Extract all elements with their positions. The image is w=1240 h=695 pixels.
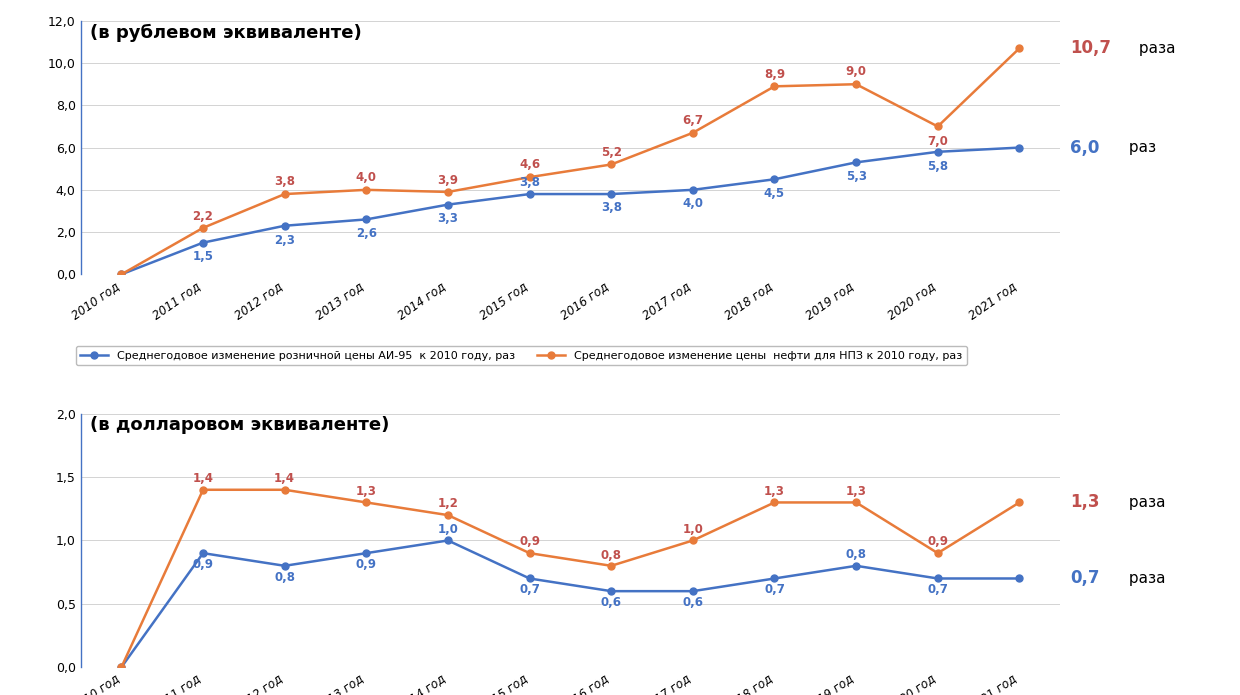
Text: 3,8: 3,8 [520,176,541,189]
Text: 8,9: 8,9 [764,67,785,81]
Text: 5,3: 5,3 [846,170,867,183]
Text: 1,2: 1,2 [438,497,459,510]
Text: 5,2: 5,2 [600,146,621,158]
Text: 0,6: 0,6 [682,596,703,609]
Text: 3,9: 3,9 [438,174,459,187]
Text: 0,6: 0,6 [600,596,621,609]
Text: 3,8: 3,8 [274,175,295,188]
Text: 10,7: 10,7 [1070,40,1111,57]
Text: 2,6: 2,6 [356,227,377,240]
Text: 9,0: 9,0 [846,65,867,79]
Text: 0,9: 0,9 [356,558,377,571]
Text: (в рублевом эквиваленте): (в рублевом эквиваленте) [91,24,362,42]
Text: 7,0: 7,0 [928,135,949,148]
Text: 1,4: 1,4 [274,472,295,485]
Text: 1,0: 1,0 [682,523,703,536]
Text: 2,2: 2,2 [192,210,213,222]
Text: раз: раз [1123,140,1156,155]
Text: 6,7: 6,7 [682,114,703,127]
Text: 4,5: 4,5 [764,187,785,200]
Text: 5,8: 5,8 [928,160,949,172]
Text: 0,9: 0,9 [928,535,949,548]
Legend: Среднегодовое изменение розничной цены АИ-95  к 2010 году, раз, Среднегодовое из: Среднегодовое изменение розничной цены А… [76,346,967,365]
Text: раза: раза [1123,495,1166,510]
Text: 4,6: 4,6 [520,158,541,172]
Text: раза: раза [1123,571,1166,586]
Text: 2,3: 2,3 [274,234,295,247]
Text: 1,3: 1,3 [1070,493,1100,512]
Text: 1,5: 1,5 [192,250,213,263]
Text: 1,4: 1,4 [192,472,213,485]
Text: 4,0: 4,0 [682,197,703,210]
Text: 1,0: 1,0 [438,523,459,536]
Text: 0,8: 0,8 [846,548,867,561]
Text: раза: раза [1133,41,1176,56]
Text: 0,7: 0,7 [1070,569,1100,587]
Text: 1,3: 1,3 [356,484,377,498]
Text: 0,9: 0,9 [520,535,541,548]
Text: 3,3: 3,3 [438,213,459,225]
Text: 0,7: 0,7 [520,583,541,596]
Text: 6,0: 6,0 [1070,138,1100,156]
Text: 3,8: 3,8 [600,202,621,214]
Text: 1,3: 1,3 [764,484,785,498]
Text: 4,0: 4,0 [356,171,377,184]
Text: 0,8: 0,8 [600,549,621,562]
Text: 0,9: 0,9 [192,558,213,571]
Text: (в долларовом эквиваленте): (в долларовом эквиваленте) [91,416,389,434]
Text: 0,7: 0,7 [928,583,949,596]
Text: 1,3: 1,3 [846,484,867,498]
Text: 0,8: 0,8 [274,571,295,584]
Text: 0,7: 0,7 [764,583,785,596]
